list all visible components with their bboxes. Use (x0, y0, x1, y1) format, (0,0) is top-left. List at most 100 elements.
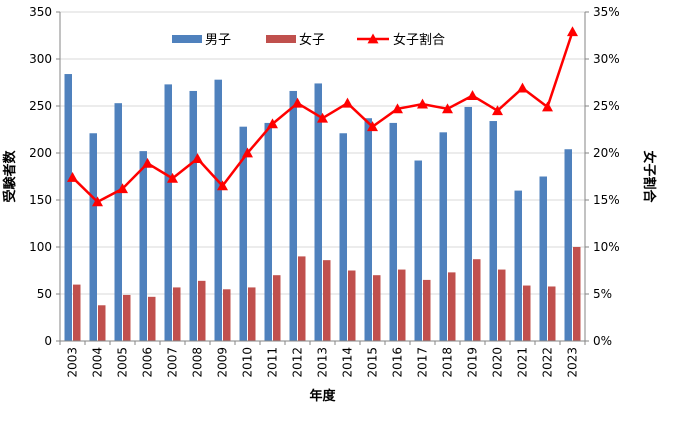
ratio-point (517, 82, 528, 93)
bar-female (273, 275, 281, 341)
bar-male (64, 74, 72, 341)
x-axis-title: 年度 (309, 388, 336, 404)
x-tick-label: 2020 (491, 347, 505, 378)
x-tick-label: 2007 (166, 347, 180, 378)
bar-female (573, 247, 581, 341)
ratio-point (442, 103, 453, 114)
bar-male (139, 151, 147, 341)
y2-tick-label: 15% (593, 193, 620, 207)
bar-female (148, 296, 156, 341)
x-tick-label: 2018 (441, 347, 455, 378)
bar-female (198, 280, 206, 341)
ratio-point (92, 196, 103, 207)
ratio-point (367, 121, 378, 132)
ratio-point (117, 183, 128, 194)
y-tick-label: 0 (44, 334, 52, 348)
ratio-point (167, 172, 178, 183)
ratio-point (142, 157, 153, 168)
x-tick-label: 2021 (516, 347, 530, 378)
ratio-point (317, 112, 328, 123)
ratio-point (217, 180, 228, 191)
axes (56, 11, 589, 345)
bar-male (489, 121, 497, 341)
x-tick-label: 2014 (341, 347, 355, 378)
ratio-point (342, 97, 353, 108)
x-tick-label: 2019 (466, 347, 480, 378)
ratio-point (467, 90, 478, 101)
bar-female (373, 275, 381, 341)
y-axis-title: 受験者数 (2, 150, 18, 203)
bar-male (539, 176, 547, 341)
ratio-point (542, 101, 553, 112)
x-tick-label: 2006 (141, 347, 155, 378)
y-tick-label: 350 (29, 5, 52, 19)
legend-label-male: 男子 (205, 33, 231, 48)
bar-male (389, 122, 397, 341)
y-tick-label: 100 (29, 240, 52, 254)
y-tick-label: 50 (37, 287, 52, 301)
ratio-point (417, 98, 428, 109)
legend-label-ratio: 女子割合 (393, 32, 445, 48)
y2-axis-title: 女子割合 (641, 150, 657, 203)
bar-male (439, 132, 447, 341)
y2-tick-label: 30% (593, 52, 620, 66)
x-tick-label: 2003 (66, 347, 80, 378)
bar-female (398, 269, 406, 341)
bar-male (339, 133, 347, 341)
bar-female (348, 270, 356, 341)
bar-male (414, 160, 422, 341)
ratio-point (292, 97, 303, 108)
ratio-point (192, 153, 203, 164)
bar-female (423, 279, 431, 341)
legend: 男子 女子 女子割合 (172, 32, 445, 48)
legend-swatch-female (266, 35, 296, 43)
bar-male (564, 149, 572, 341)
x-tick-label: 2004 (91, 347, 105, 378)
bar-female (323, 260, 331, 341)
ratio-point (567, 26, 578, 37)
bar-male (214, 79, 222, 342)
ratio-point (492, 105, 503, 116)
y-tick-label: 300 (29, 52, 52, 66)
bar-male (264, 122, 272, 341)
ratio-point (67, 171, 78, 182)
bar-male (514, 190, 522, 341)
bar-female (298, 256, 306, 341)
y2-tick-label: 5% (593, 287, 612, 301)
bar-female (498, 269, 506, 341)
x-tick-label: 2013 (316, 347, 330, 378)
ratio-point (267, 118, 278, 129)
bar-female (248, 287, 256, 341)
bar-female (523, 285, 531, 341)
bar-female (223, 289, 231, 341)
y-tick-label: 150 (29, 193, 52, 207)
y-tick-label: 200 (29, 146, 52, 160)
bars (64, 74, 581, 342)
x-tick-label: 2022 (541, 347, 555, 378)
y2-tick-label: 25% (593, 99, 620, 113)
bar-male (314, 83, 322, 341)
x-tick-label: 2023 (566, 347, 580, 378)
bar-male (289, 90, 297, 342)
ratio-point (242, 147, 253, 158)
bar-male (364, 118, 372, 341)
bar-male (239, 126, 247, 342)
bar-female (448, 272, 456, 341)
x-tick-label: 2011 (266, 347, 280, 378)
tick-labels: 0 0% 50 5% 100 10% 150 15% 200 20% 250 25% 300 30% 350… (29, 5, 620, 378)
bar-male (114, 103, 122, 342)
bar-female (73, 284, 81, 341)
x-tick-label: 2016 (391, 347, 405, 378)
bar-male (189, 90, 197, 342)
bar-male (164, 84, 172, 341)
bar-female (548, 286, 556, 341)
bar-male (89, 133, 97, 341)
x-tick-label: 2012 (291, 347, 305, 378)
x-tick-label: 2017 (416, 347, 430, 378)
legend-label-female: 女子 (299, 32, 325, 48)
legend-swatch-male (172, 35, 202, 43)
y2-tick-label: 20% (593, 146, 620, 160)
y2-tick-label: 35% (593, 5, 620, 19)
